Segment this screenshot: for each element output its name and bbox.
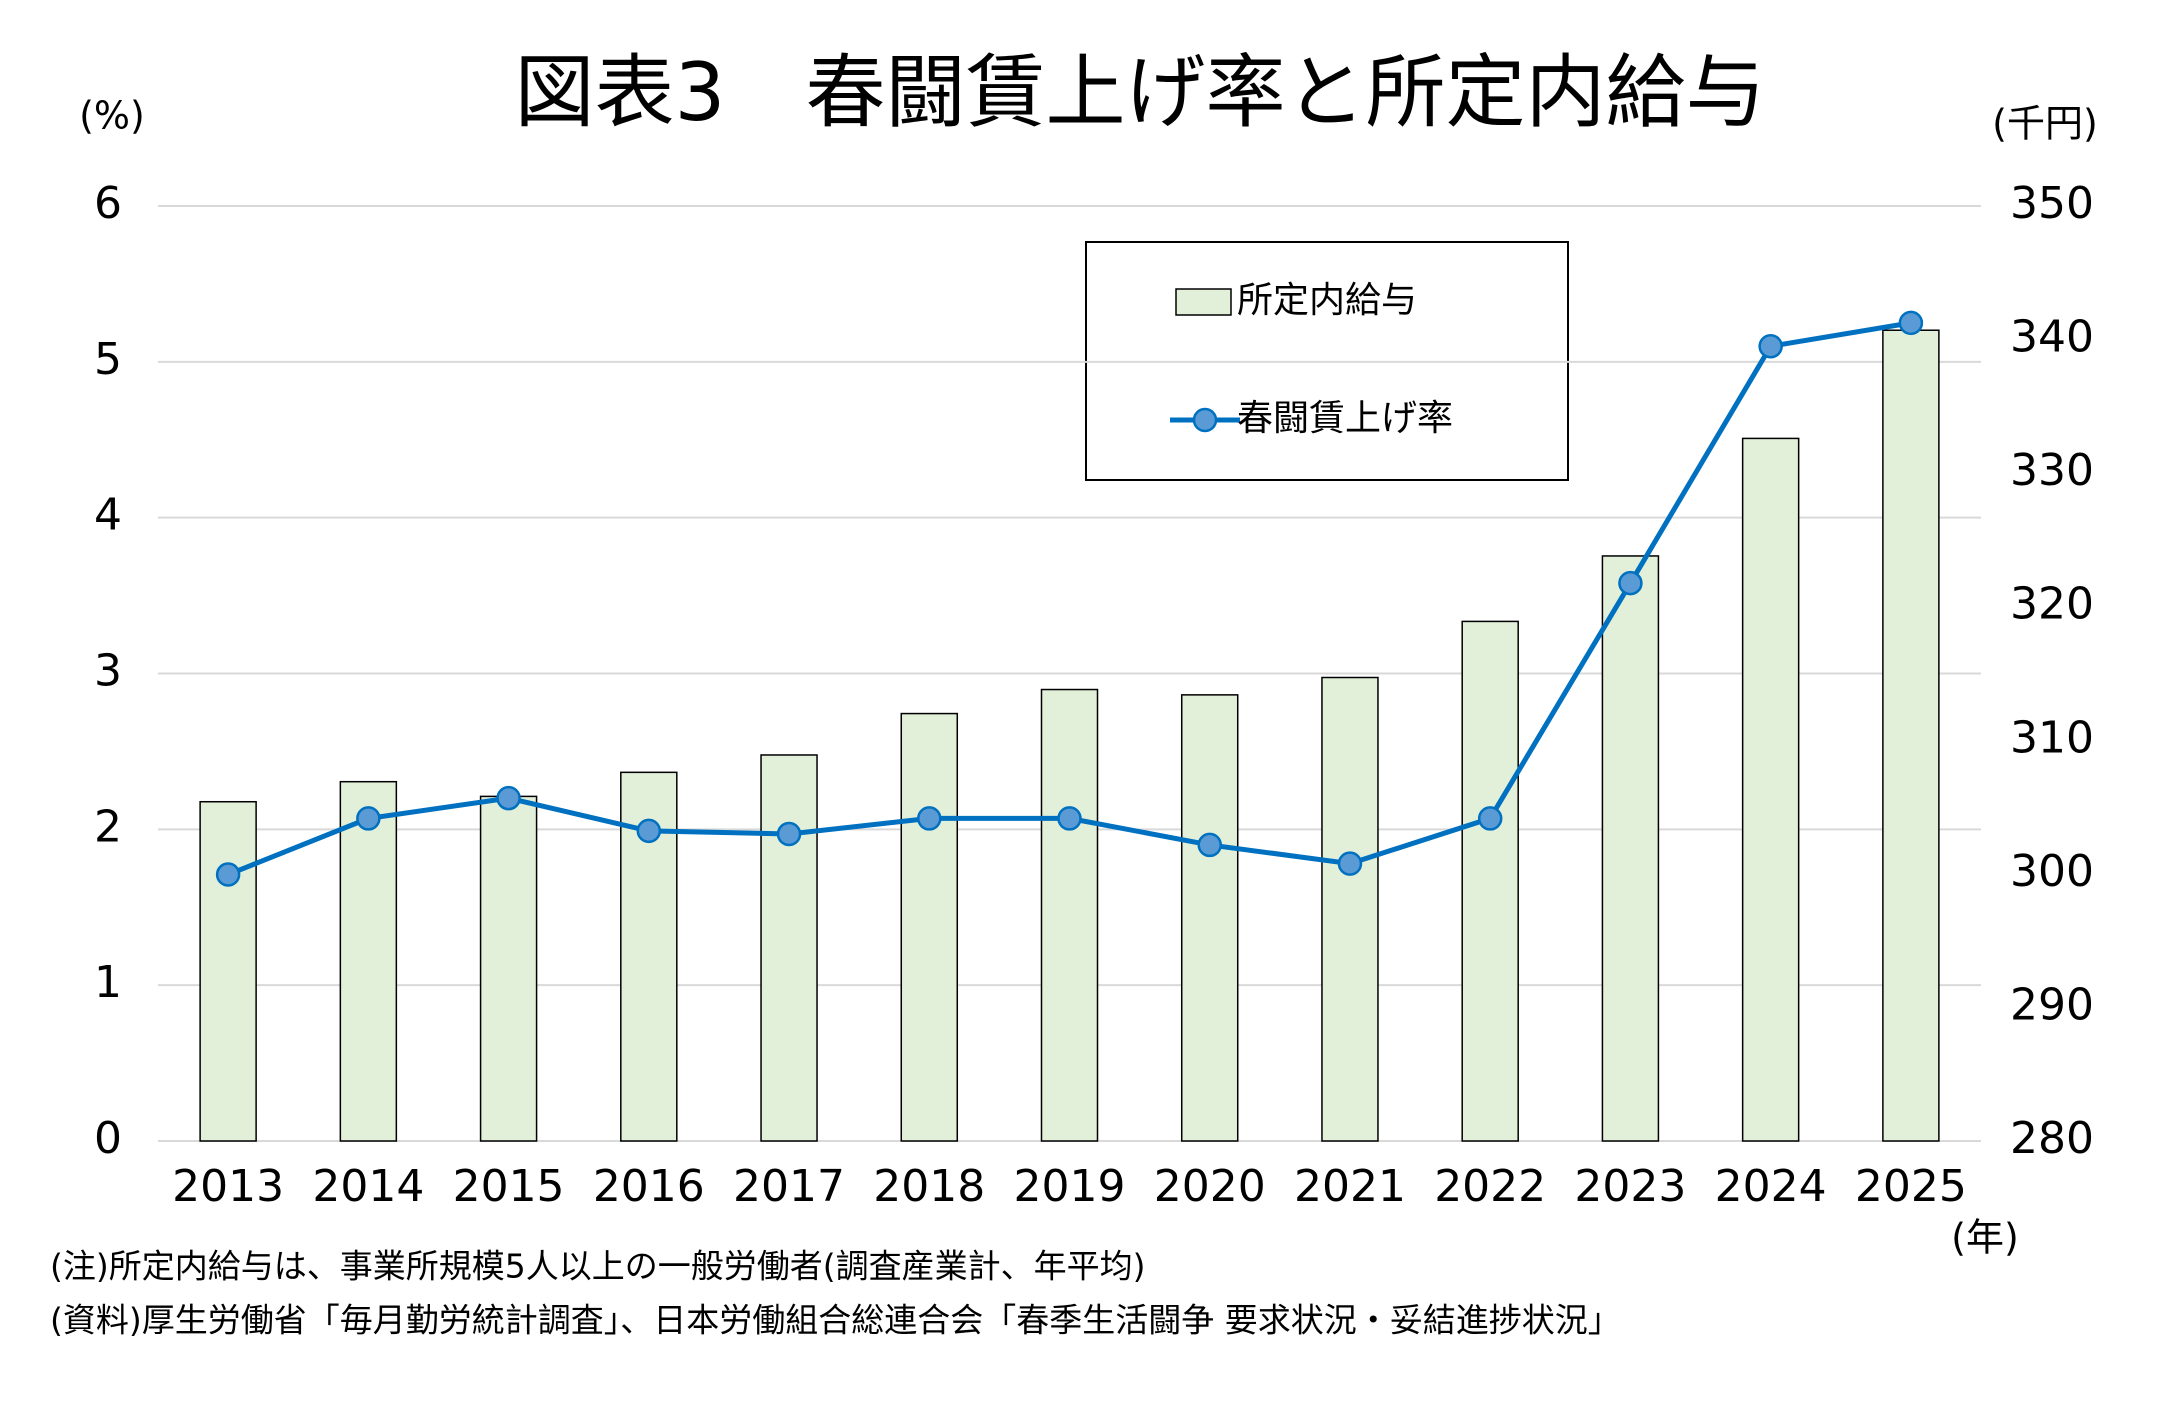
note: (資料)厚生労働省「毎月勤労統計調査」、日本労働組合総連合会「春季生活闘争 要求… <box>50 1301 1621 1340</box>
marker <box>1618 570 1643 596</box>
legend-swatch <box>1175 288 1232 316</box>
marker <box>1758 334 1783 359</box>
x-tick-label: 2013 <box>172 1161 284 1212</box>
marker <box>1477 806 1503 831</box>
marker <box>1057 806 1082 831</box>
marker <box>1197 832 1222 858</box>
marker <box>356 806 381 831</box>
bar <box>1040 688 1099 1142</box>
x-tick-label: 2018 <box>873 1161 985 1212</box>
x-tick-label: 2017 <box>733 1161 845 1212</box>
legend-label: 春闘賃上げ率 <box>1237 398 1453 439</box>
x-tick-label: 2025 <box>1855 1161 1967 1212</box>
bar <box>900 712 959 1142</box>
y2-tick-label: 320 <box>2010 579 2094 630</box>
y-tick-label: 3 <box>94 646 122 697</box>
x-axis-label: (年) <box>1951 1216 2019 1260</box>
y-tick-label: 5 <box>94 334 122 385</box>
y-tick-label: 0 <box>94 1113 122 1164</box>
y-axis-label: (%) <box>79 94 145 138</box>
y-tick-label: 2 <box>94 801 122 852</box>
marker <box>917 806 942 831</box>
bar <box>1321 676 1379 1142</box>
bar <box>1180 694 1239 1142</box>
x-tick-label: 2022 <box>1434 1161 1546 1212</box>
y2-tick-label: 340 <box>2010 312 2094 363</box>
marker <box>1898 310 1924 336</box>
x-tick-label: 2019 <box>1014 1161 1126 1212</box>
bar <box>479 795 538 1142</box>
x-tick-label: 2020 <box>1154 1161 1266 1212</box>
bar <box>1882 329 1940 1142</box>
bar <box>199 800 257 1142</box>
marker <box>776 821 802 847</box>
marker <box>1337 851 1363 876</box>
y2-tick-label: 330 <box>2010 445 2094 496</box>
x-tick-label: 2016 <box>593 1161 705 1212</box>
x-tick-label: 2021 <box>1294 1161 1406 1212</box>
bar <box>1461 620 1519 1142</box>
y2-tick-label: 300 <box>2010 846 2094 897</box>
marker <box>636 818 662 844</box>
y2-tick-label: 290 <box>2010 979 2094 1030</box>
y2-axis-label: (千円) <box>1992 102 2098 146</box>
x-tick-label: 2015 <box>453 1161 565 1212</box>
marker <box>215 862 241 887</box>
y2-tick-label: 280 <box>2010 1113 2094 1164</box>
y-tick-label: 4 <box>94 490 122 541</box>
x-tick-label: 2014 <box>312 1161 424 1212</box>
marker <box>496 785 521 811</box>
bar <box>1601 555 1660 1142</box>
y-tick-label: 1 <box>94 957 122 1008</box>
x-tick-label: 2024 <box>1715 1161 1827 1212</box>
y2-tick-label: 350 <box>2010 178 2094 229</box>
bar <box>339 780 398 1142</box>
y-tick-label: 6 <box>94 178 122 229</box>
y2-tick-label: 310 <box>2010 712 2094 763</box>
legend-label: 所定内給与 <box>1237 280 1417 321</box>
bar <box>760 754 818 1142</box>
chart-title: 図表3 春闘賃上げ率と所定内給与 <box>515 46 1766 139</box>
legend-swatch <box>1192 407 1218 433</box>
x-tick-label: 2023 <box>1574 1161 1686 1212</box>
bar <box>1741 437 1800 1142</box>
note: (注)所定内給与は、事業所規模5人以上の一般労働者(調査産業計、年平均) <box>50 1247 1146 1286</box>
